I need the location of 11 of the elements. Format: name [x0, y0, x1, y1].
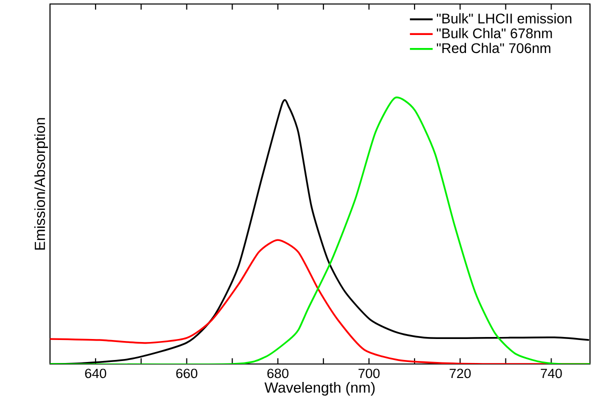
- x-tick-label: 660: [176, 368, 198, 378]
- x-tick-label: 720: [450, 368, 471, 378]
- legend-label: "Bulk Chla" 678nm: [436, 28, 552, 38]
- x-tick-label: 700: [358, 368, 380, 378]
- x-tick-label: 680: [267, 368, 288, 378]
- y-axis-title: Emission/Absorption: [34, 118, 48, 250]
- x-axis-title: Wavelength (nm): [264, 382, 375, 396]
- legend-label: "Bulk" LHCII emission: [436, 13, 572, 24]
- x-tick-label: 740: [540, 368, 562, 378]
- x-tick-label: 640: [85, 368, 106, 378]
- legend-label: "Red Chla" 706nm: [436, 42, 550, 54]
